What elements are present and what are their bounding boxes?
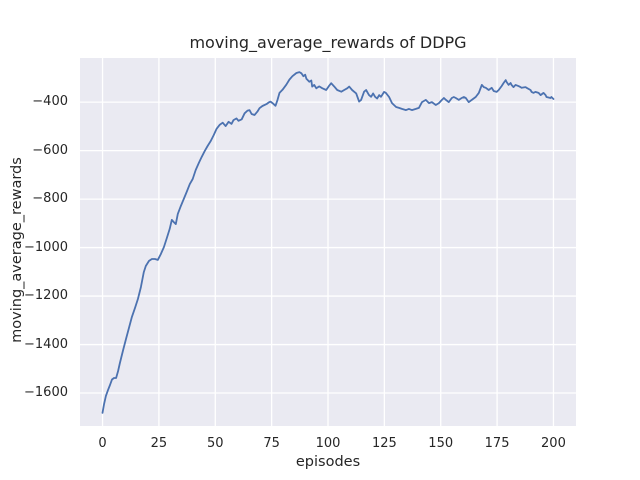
y-tick-label: −1000 bbox=[24, 239, 68, 255]
chart-title: moving_average_rewards of DDPG bbox=[189, 33, 467, 52]
y-tick-label: −1600 bbox=[24, 385, 68, 401]
x-tick-label: 175 bbox=[484, 436, 510, 451]
series-line bbox=[101, 71, 555, 414]
x-tick-label: 25 bbox=[150, 436, 168, 451]
y-tick-label: −400 bbox=[32, 94, 68, 110]
x-axis-label: episodes bbox=[295, 454, 361, 470]
y-tick-label: −1200 bbox=[24, 288, 68, 304]
x-tick-label: 150 bbox=[428, 436, 454, 451]
plot-area bbox=[80, 58, 576, 426]
y-tick-label: −1400 bbox=[24, 336, 68, 352]
x-tick-label: 125 bbox=[371, 436, 397, 451]
y-tick-label: −600 bbox=[32, 142, 68, 158]
x-tick-label: 100 bbox=[315, 436, 341, 451]
y-tick-label: −800 bbox=[32, 191, 68, 207]
x-tick-label: 200 bbox=[541, 436, 566, 451]
x-tick-label: 0 bbox=[98, 436, 107, 451]
x-tick-label: 50 bbox=[206, 436, 224, 451]
x-tick-label: 75 bbox=[263, 436, 280, 451]
